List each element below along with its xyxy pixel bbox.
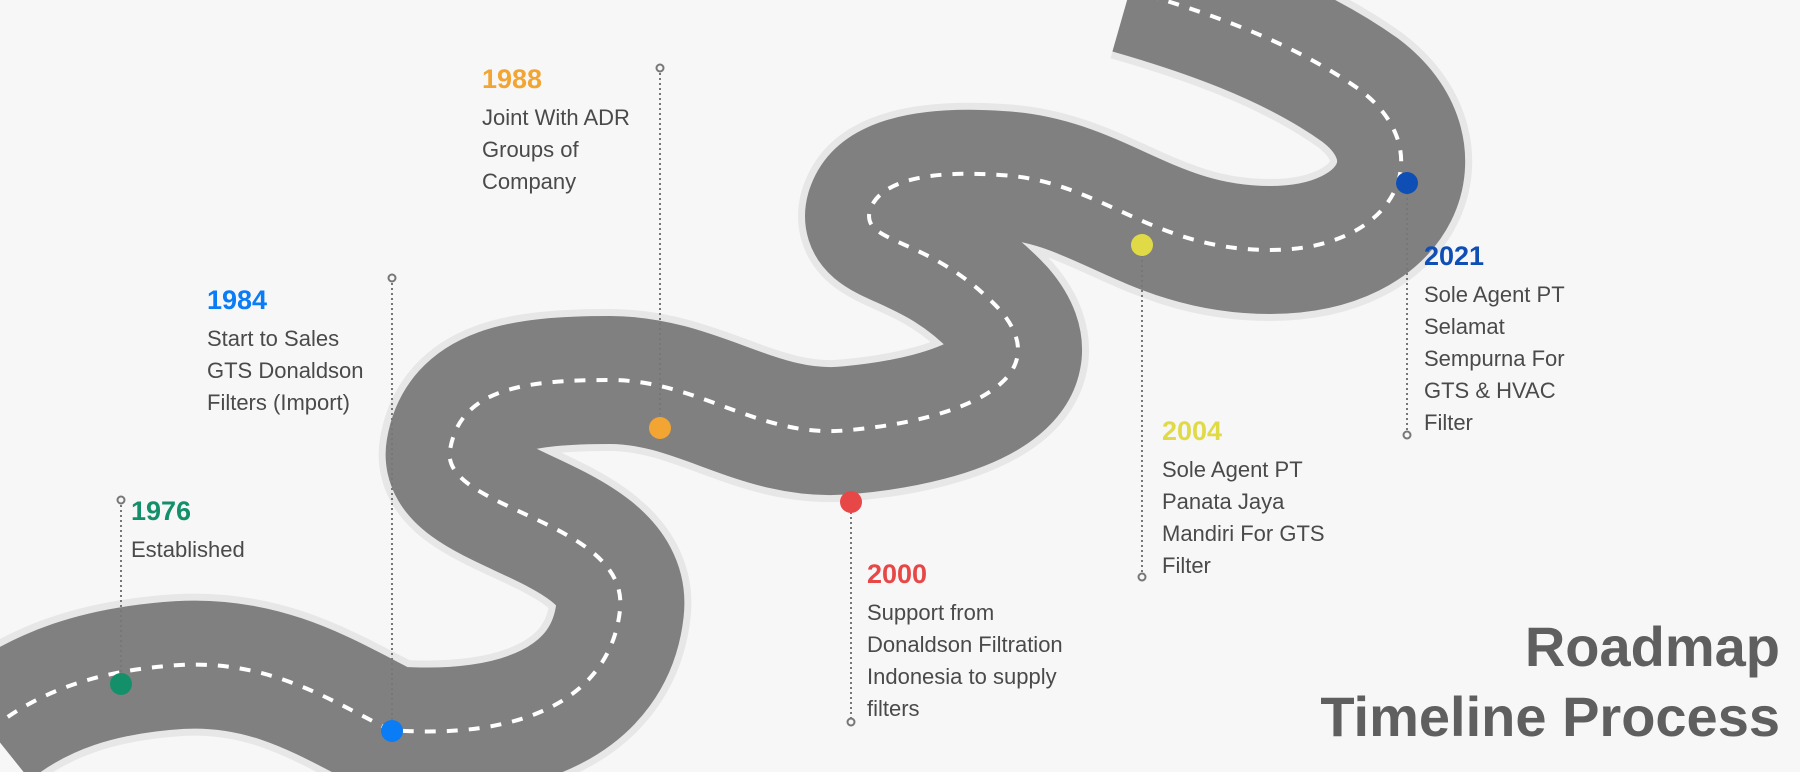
milestone-marker-1984 bbox=[381, 720, 403, 742]
milestone-description-line: Company bbox=[482, 169, 577, 194]
milestone-1976: 1976 Established bbox=[131, 494, 245, 566]
milestone-1984: 1984 Start to Sales GTS Donaldson Filter… bbox=[207, 283, 364, 419]
milestone-description-line: Selamat bbox=[1424, 314, 1505, 339]
milestone-marker-2021 bbox=[1396, 172, 1418, 194]
milestone-description: Established bbox=[131, 534, 245, 566]
milestone-description-line: Panata Jaya bbox=[1162, 489, 1285, 514]
milestone-description-line: Joint With ADR bbox=[482, 105, 630, 130]
milestone-1984-connector-group bbox=[381, 273, 403, 742]
milestone-description-line: Groups of bbox=[482, 137, 579, 162]
milestone-description-line: Mandiri For GTS bbox=[1162, 521, 1325, 546]
connector-end-1976 bbox=[116, 495, 126, 505]
milestone-marker-1976 bbox=[110, 673, 132, 695]
milestone-description-line: filters bbox=[867, 696, 920, 721]
milestone-description-line: Filter bbox=[1162, 553, 1211, 578]
milestone-2004-connector-group bbox=[1131, 234, 1153, 582]
milestone-description-line: GTS Donaldson bbox=[207, 358, 364, 383]
connector-end-2021 bbox=[1402, 430, 1412, 440]
milestone-description-line: Sole Agent PT bbox=[1162, 457, 1303, 482]
milestone-2000-connector-group bbox=[840, 491, 862, 727]
milestone-description-line: Filter bbox=[1424, 410, 1473, 435]
road-surface bbox=[0, 0, 1466, 772]
milestone-marker-2004 bbox=[1131, 234, 1153, 256]
milestone-2004: 2004 Sole Agent PT Panata Jaya Mandiri F… bbox=[1162, 414, 1325, 582]
milestone-year: 2021 bbox=[1424, 241, 1485, 271]
milestone-year: 1988 bbox=[482, 64, 543, 94]
milestone-2000: 2000 Support from Donaldson Filtration I… bbox=[867, 557, 1063, 725]
milestone-year: 1984 bbox=[207, 285, 268, 315]
milestone-description-line: GTS & HVAC bbox=[1424, 378, 1556, 403]
connector-end-2000 bbox=[846, 717, 856, 727]
milestone-description: Joint With ADR Groups of Company bbox=[482, 102, 630, 198]
milestone-1976-connector-group bbox=[110, 495, 132, 695]
milestone-description-line: Sole Agent PT bbox=[1424, 282, 1565, 307]
connector-end-2004 bbox=[1137, 572, 1147, 582]
connector-end-1984 bbox=[387, 273, 397, 283]
milestone-description-line: Start to Sales bbox=[207, 326, 340, 351]
milestone-description-line: Sempurna For bbox=[1424, 346, 1565, 371]
milestone-year: 2000 bbox=[867, 559, 928, 589]
milestone-description: Sole Agent PT Panata Jaya Mandiri For GT… bbox=[1162, 454, 1325, 582]
milestone-description-line: Indonesia to supply bbox=[867, 664, 1057, 689]
page-title-line-2: Timeline Process bbox=[1320, 685, 1780, 748]
milestone-description-line: Donaldson Filtration bbox=[867, 632, 1063, 657]
milestone-2021-connector-group bbox=[1396, 172, 1418, 440]
milestone-description: Start to Sales GTS Donaldson Filters (Im… bbox=[207, 323, 364, 419]
milestone-marker-2000 bbox=[840, 491, 862, 513]
milestone-description-line: Filters (Import) bbox=[207, 390, 350, 415]
milestone-2021: 2021 Sole Agent PT Selamat Sempurna For … bbox=[1424, 239, 1565, 439]
milestone-description: Sole Agent PT Selamat Sempurna For GTS &… bbox=[1424, 279, 1565, 439]
milestone-1988-connector-group bbox=[649, 63, 671, 439]
connector-end-1988 bbox=[655, 63, 665, 73]
milestone-marker-1988 bbox=[649, 417, 671, 439]
milestone-year: 1976 bbox=[131, 496, 192, 526]
page-title: Roadmap Timeline Process bbox=[1320, 612, 1780, 752]
milestone-description: Support from Donaldson Filtration Indone… bbox=[867, 597, 1063, 725]
milestone-1988: 1988 Joint With ADR Groups of Company bbox=[482, 62, 630, 198]
milestone-year: 2004 bbox=[1162, 416, 1223, 446]
milestone-description-line: Established bbox=[131, 537, 245, 562]
page-title-line-1: Roadmap bbox=[1524, 615, 1780, 678]
milestone-description-line: Support from bbox=[867, 600, 995, 625]
